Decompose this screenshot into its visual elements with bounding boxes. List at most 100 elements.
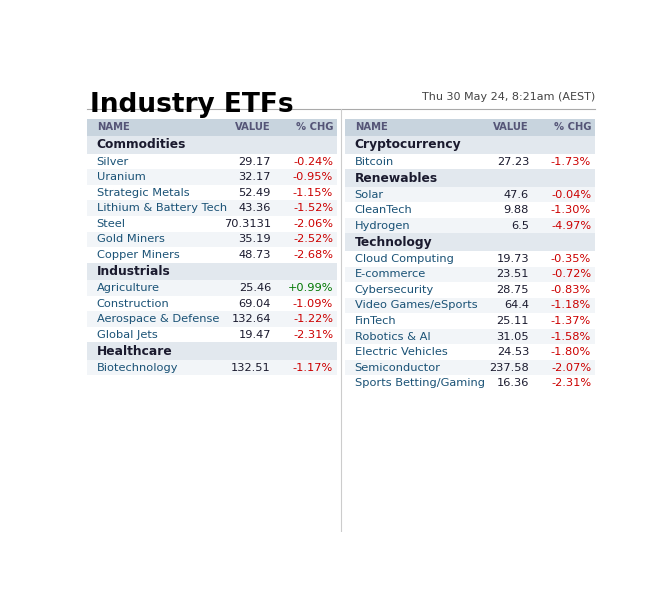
Text: 27.23: 27.23	[497, 157, 529, 166]
Text: -2.31%: -2.31%	[293, 329, 333, 340]
Text: Cryptocurrency: Cryptocurrency	[355, 139, 462, 151]
Text: Copper Miners: Copper Miners	[97, 250, 179, 260]
Text: VALUE: VALUE	[494, 123, 529, 133]
Text: Solar: Solar	[355, 190, 384, 200]
Text: -2.07%: -2.07%	[551, 363, 591, 373]
Text: Lithium & Battery Tech: Lithium & Battery Tech	[97, 203, 227, 213]
Text: 28.75: 28.75	[497, 285, 529, 295]
Text: 23.51: 23.51	[497, 269, 529, 279]
Text: 48.73: 48.73	[238, 250, 271, 260]
FancyBboxPatch shape	[346, 154, 595, 169]
Text: 9.88: 9.88	[503, 205, 529, 215]
Text: -0.35%: -0.35%	[551, 254, 591, 264]
FancyBboxPatch shape	[346, 136, 595, 154]
Text: Global Jets: Global Jets	[97, 329, 157, 340]
Text: Biotechnology: Biotechnology	[97, 363, 178, 373]
Text: -2.06%: -2.06%	[293, 219, 333, 229]
Text: 64.4: 64.4	[504, 300, 529, 310]
Text: Cloud Computing: Cloud Computing	[355, 254, 454, 264]
Text: 19.47: 19.47	[238, 329, 271, 340]
Text: Renewables: Renewables	[355, 172, 438, 185]
Text: -1.52%: -1.52%	[293, 203, 333, 213]
Text: -0.95%: -0.95%	[293, 172, 333, 182]
Text: 43.36: 43.36	[238, 203, 271, 213]
Text: -2.68%: -2.68%	[293, 250, 333, 260]
Text: Robotics & AI: Robotics & AI	[355, 331, 430, 341]
FancyBboxPatch shape	[87, 216, 337, 231]
Text: -0.72%: -0.72%	[551, 269, 591, 279]
Text: Electric Vehicles: Electric Vehicles	[355, 347, 448, 357]
Text: 29.17: 29.17	[238, 157, 271, 166]
FancyBboxPatch shape	[346, 360, 595, 376]
Text: -0.24%: -0.24%	[293, 157, 333, 166]
FancyBboxPatch shape	[87, 296, 337, 312]
FancyBboxPatch shape	[87, 200, 337, 216]
Text: Silver: Silver	[97, 157, 129, 166]
Text: -2.52%: -2.52%	[293, 234, 333, 245]
Text: Construction: Construction	[97, 298, 169, 309]
Text: 132.64: 132.64	[232, 314, 271, 324]
Text: -1.73%: -1.73%	[551, 157, 591, 166]
Text: Hydrogen: Hydrogen	[355, 221, 410, 231]
Text: Agriculture: Agriculture	[97, 283, 160, 293]
Text: -0.04%: -0.04%	[551, 190, 591, 200]
Text: Uranium: Uranium	[97, 172, 145, 182]
FancyBboxPatch shape	[346, 298, 595, 313]
Text: NAME: NAME	[97, 123, 129, 133]
Text: Video Games/eSports: Video Games/eSports	[355, 300, 478, 310]
Text: -1.58%: -1.58%	[551, 331, 591, 341]
FancyBboxPatch shape	[87, 263, 337, 280]
Text: VALUE: VALUE	[235, 123, 271, 133]
FancyBboxPatch shape	[346, 119, 595, 136]
Text: Healthcare: Healthcare	[97, 344, 172, 358]
Text: Thu 30 May 24, 8:21am (AEST): Thu 30 May 24, 8:21am (AEST)	[422, 92, 595, 102]
Text: NAME: NAME	[355, 123, 388, 133]
Text: 31.05: 31.05	[496, 331, 529, 341]
Text: -0.83%: -0.83%	[551, 285, 591, 295]
FancyBboxPatch shape	[346, 313, 595, 329]
FancyBboxPatch shape	[87, 231, 337, 247]
FancyBboxPatch shape	[87, 312, 337, 327]
FancyBboxPatch shape	[346, 169, 595, 187]
FancyBboxPatch shape	[346, 267, 595, 282]
Text: -1.22%: -1.22%	[293, 314, 333, 324]
FancyBboxPatch shape	[87, 154, 337, 169]
Text: Commodities: Commodities	[97, 139, 186, 151]
FancyBboxPatch shape	[346, 329, 595, 344]
FancyBboxPatch shape	[87, 247, 337, 263]
FancyBboxPatch shape	[87, 136, 337, 154]
Text: Bitcoin: Bitcoin	[355, 157, 394, 166]
FancyBboxPatch shape	[346, 187, 595, 202]
Text: 69.04: 69.04	[238, 298, 271, 309]
Text: -1.80%: -1.80%	[551, 347, 591, 357]
Text: Semiconductor: Semiconductor	[355, 363, 441, 373]
Text: -1.09%: -1.09%	[293, 298, 333, 309]
FancyBboxPatch shape	[87, 169, 337, 185]
Text: Strategic Metals: Strategic Metals	[97, 188, 189, 197]
FancyBboxPatch shape	[87, 327, 337, 343]
FancyBboxPatch shape	[87, 119, 337, 136]
FancyBboxPatch shape	[87, 360, 337, 376]
Text: +0.99%: +0.99%	[288, 283, 333, 293]
Text: -1.37%: -1.37%	[551, 316, 591, 326]
Text: 6.5: 6.5	[511, 221, 529, 231]
Text: Industrials: Industrials	[97, 265, 170, 278]
FancyBboxPatch shape	[346, 233, 595, 251]
Text: 132.51: 132.51	[231, 363, 271, 373]
Text: 24.53: 24.53	[497, 347, 529, 357]
FancyBboxPatch shape	[87, 280, 337, 296]
Text: -4.97%: -4.97%	[551, 221, 591, 231]
Text: 52.49: 52.49	[238, 188, 271, 197]
FancyBboxPatch shape	[346, 251, 595, 267]
Text: Steel: Steel	[97, 219, 126, 229]
FancyBboxPatch shape	[87, 343, 337, 360]
Text: % CHG: % CHG	[553, 123, 591, 133]
Text: Industry ETFs: Industry ETFs	[90, 92, 294, 118]
Text: 25.11: 25.11	[497, 316, 529, 326]
FancyBboxPatch shape	[346, 282, 595, 298]
Text: -1.15%: -1.15%	[293, 188, 333, 197]
Text: -2.31%: -2.31%	[551, 379, 591, 388]
Text: 70.3131: 70.3131	[224, 219, 271, 229]
Text: Technology: Technology	[355, 236, 432, 249]
Text: -1.18%: -1.18%	[551, 300, 591, 310]
